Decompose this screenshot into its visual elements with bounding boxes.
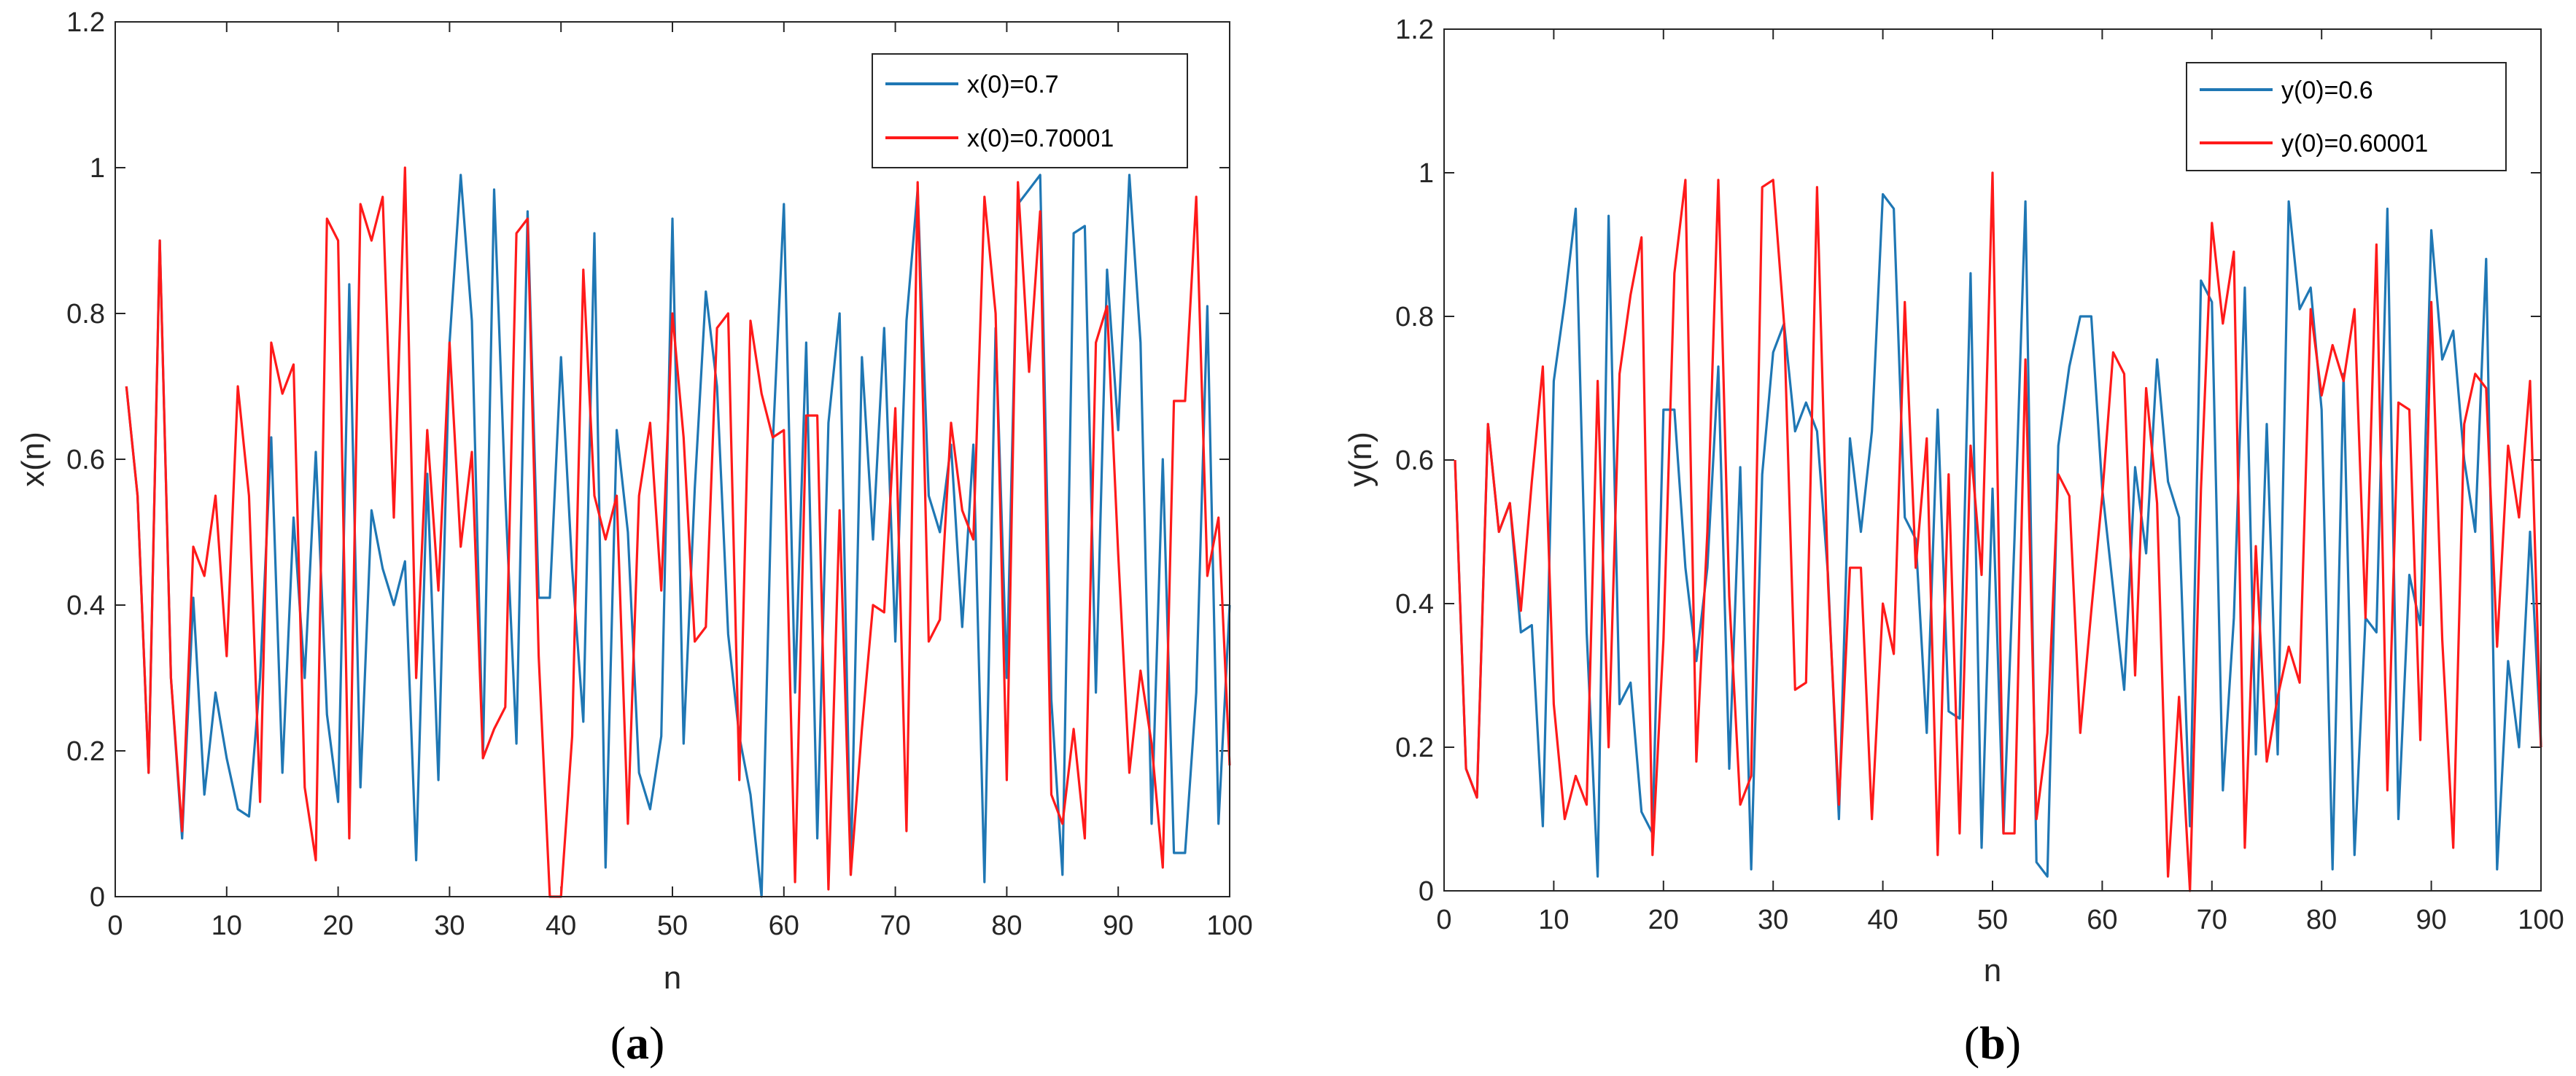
series-line-a-red — [125, 166, 1231, 898]
x-tick-label-a: 0 — [107, 911, 123, 941]
series-layer-b — [1454, 171, 2542, 892]
x-axis-label-a: n — [664, 960, 681, 996]
x-tick-label-b: 20 — [1648, 905, 1679, 935]
y-tick-label-b: 0.4 — [1395, 589, 1434, 620]
y-tick-label-b: 0.8 — [1395, 302, 1434, 332]
x-tick-label-a: 90 — [1103, 911, 1133, 941]
tick-labels-a: 0 10 20 30 40 50 60 70 80 90 100 0 0.2 0.4 0.6 0.8 1 1.2 — [66, 7, 1253, 941]
legend-entry-a-blue: x(0)=0.7 — [967, 71, 1059, 98]
x-tick-label-a: 80 — [991, 911, 1022, 941]
x-tick-label-b: 30 — [1758, 905, 1788, 935]
x-tick-label-a: 50 — [657, 911, 688, 941]
series-line-b-red — [1454, 171, 2542, 892]
x-tick-label-b: 70 — [2197, 905, 2227, 935]
y-tick-label-b: 1.2 — [1395, 15, 1434, 45]
legend-entry-b-blue: y(0)=0.6 — [2281, 77, 2373, 104]
x-tick-label-a: 40 — [546, 911, 576, 941]
x-tick-label-a: 100 — [1206, 911, 1252, 941]
series-line-b-blue — [1454, 192, 2542, 878]
panel-label-a-letter: a — [626, 1017, 649, 1069]
x-tick-label-b: 0 — [1436, 905, 1451, 935]
panel-label-b-letter: b — [1979, 1017, 2006, 1069]
plot-frame-a — [115, 21, 1230, 897]
y-axis-label-a: x(n) — [15, 432, 51, 487]
chart-panel-a: 0 10 20 30 40 50 60 70 80 90 10000.20.40.60.811.2 … — [15, 7, 1253, 1069]
panel-label-b-close: ) — [2006, 1017, 2021, 1069]
x-tick-label-a: 70 — [880, 911, 910, 941]
panel-label-a-close: ) — [649, 1017, 664, 1069]
legend-b: y(0)=0.6 y(0)=0.60001 — [2186, 62, 2507, 171]
x-tick-label-b: 80 — [2306, 905, 2337, 935]
legend-entry-b-red: y(0)=0.60001 — [2281, 130, 2428, 157]
y-tick-label-a: 0.2 — [66, 736, 105, 767]
x-tick-label-b: 100 — [2518, 905, 2564, 935]
y-tick-label-b: 0.2 — [1395, 733, 1434, 763]
x-tick-label-a: 60 — [769, 911, 799, 941]
plot-frame-b — [1443, 28, 2542, 892]
y-tick-label-a: 0.8 — [66, 299, 105, 330]
x-tick-label-b: 90 — [2416, 905, 2446, 935]
y-tick-label-b: 1 — [1419, 158, 1434, 189]
x-tick-label-b: 40 — [1867, 905, 1898, 935]
y-tick-label-a: 0.6 — [66, 445, 105, 475]
tick-labels-b: 0 10 20 30 40 50 60 70 80 90 100 0 0.2 0.4 0.6 0.8 1 1.2 — [1395, 15, 2564, 935]
x-tick-label-a: 10 — [212, 911, 242, 941]
x-tick-label-b: 60 — [2087, 905, 2117, 935]
x-tick-label-b: 50 — [1977, 905, 2008, 935]
panel-label-b-open: ( — [1964, 1017, 1979, 1069]
panel-label-b: (b) — [1964, 1017, 2021, 1069]
legend-box-b — [2186, 62, 2507, 171]
y-tick-label-a: 0 — [90, 882, 105, 913]
legend-entry-a-red: x(0)=0.70001 — [967, 125, 1114, 152]
y-axis-label-b: y(n) — [1343, 432, 1378, 487]
x-axis-label-b: n — [1984, 953, 2001, 989]
axis-ticks-a — [115, 21, 1230, 897]
x-tick-label-a: 30 — [434, 911, 465, 941]
chart-panel-b: 0 10 20 30 40 50 60 70 80 90 10000.20.40.60.811.2 … — [1343, 15, 2564, 1069]
y-tick-label-b: 0.6 — [1395, 445, 1434, 476]
legend-box-a — [872, 53, 1188, 168]
series-line-a-blue — [125, 174, 1231, 898]
series-layer-a — [125, 166, 1231, 898]
y-tick-label-b: 0 — [1419, 876, 1434, 907]
y-tick-label-a: 0.4 — [66, 590, 105, 621]
panel-label-a: (a) — [610, 1017, 665, 1069]
x-tick-label-a: 20 — [322, 911, 353, 941]
x-tick-label-b: 10 — [1538, 905, 1569, 935]
legend-a: x(0)=0.7 x(0)=0.70001 — [872, 53, 1188, 168]
panel-label-a-open: ( — [610, 1017, 626, 1069]
y-tick-label-a: 1.2 — [66, 7, 105, 38]
y-tick-label-a: 1 — [90, 153, 105, 184]
